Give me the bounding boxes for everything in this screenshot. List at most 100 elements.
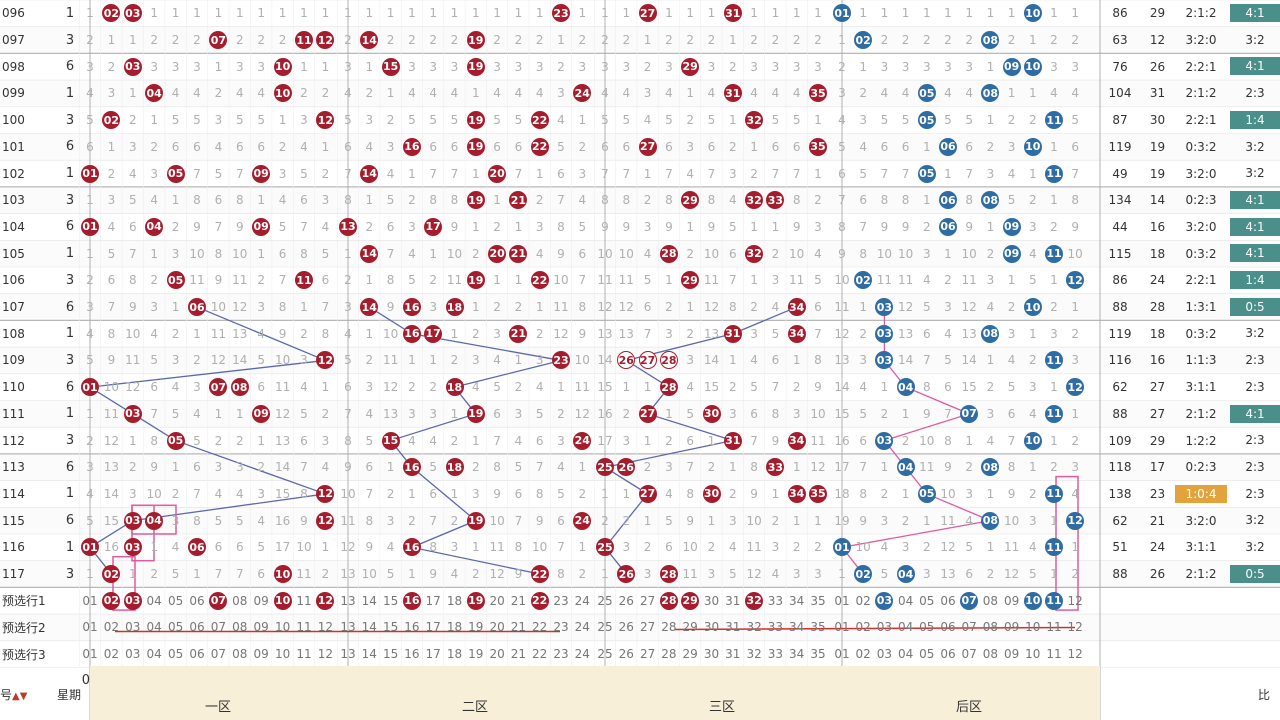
selection-number[interactable]: 25 bbox=[597, 647, 613, 662]
selection-number[interactable]: 07 bbox=[210, 620, 227, 635]
selection-number[interactable]: 18 bbox=[446, 620, 463, 635]
selection-number[interactable]: 05 bbox=[167, 620, 184, 635]
selection-number[interactable]: 26 bbox=[618, 620, 634, 635]
selection-number[interactable]: 24 bbox=[574, 647, 590, 662]
selection-number[interactable]: 11 bbox=[1046, 647, 1062, 662]
selection-number[interactable]: 10 bbox=[1025, 620, 1041, 635]
selection-number[interactable]: 03 bbox=[876, 647, 893, 662]
selection-number[interactable]: 04 bbox=[146, 647, 162, 662]
selection-number[interactable]: 08 bbox=[982, 647, 999, 662]
selection-number[interactable]: 05 bbox=[167, 593, 184, 608]
selection-number[interactable]: 26 bbox=[618, 647, 634, 662]
selection-number[interactable]: 15 bbox=[382, 620, 399, 635]
selection-number[interactable]: 23 bbox=[553, 593, 569, 608]
selection-number[interactable]: 04 bbox=[146, 593, 162, 608]
selection-number[interactable]: 30 bbox=[703, 620, 720, 635]
selection-number[interactable]: 01 bbox=[834, 647, 850, 662]
selection-number[interactable]: 12 bbox=[1067, 593, 1083, 608]
selection-number[interactable]: 08 bbox=[232, 620, 248, 635]
selection-number[interactable]: 34 bbox=[789, 593, 805, 608]
selection-number[interactable]: 05 bbox=[167, 647, 184, 662]
selection-number[interactable]: 15 bbox=[382, 647, 399, 662]
selection-number[interactable]: 29 bbox=[682, 620, 698, 635]
selection-number[interactable]: 11 bbox=[296, 647, 312, 662]
selection-number[interactable]: 02 bbox=[855, 620, 871, 635]
selection-number[interactable]: 04 bbox=[897, 647, 914, 662]
selection-number[interactable]: 11 bbox=[1046, 620, 1062, 635]
selection-number[interactable]: 21 bbox=[510, 620, 527, 635]
selection-number[interactable]: 27 bbox=[639, 593, 656, 608]
selection-number[interactable]: 07 bbox=[961, 620, 977, 635]
selection-number[interactable]: 24 bbox=[574, 620, 590, 635]
selection-number[interactable]: 09 bbox=[253, 593, 269, 608]
selection-number[interactable]: 08 bbox=[982, 593, 999, 608]
selection-number[interactable]: 35 bbox=[810, 620, 826, 635]
selection-number[interactable]: 34 bbox=[789, 620, 805, 635]
selection-number[interactable]: 12 bbox=[317, 647, 334, 662]
selection-number[interactable]: 16 bbox=[404, 647, 420, 662]
selection-number[interactable]: 01 bbox=[82, 647, 98, 662]
selection-number[interactable]: 01 bbox=[82, 620, 98, 635]
selection-number[interactable]: 24 bbox=[574, 593, 590, 608]
selection-number[interactable]: 14 bbox=[361, 593, 377, 608]
selection-number[interactable]: 02 bbox=[103, 647, 120, 662]
selection-number[interactable]: 23 bbox=[553, 620, 569, 635]
selection-number[interactable]: 35 bbox=[810, 593, 826, 608]
selection-number[interactable]: 08 bbox=[232, 647, 248, 662]
selection-number[interactable]: 02 bbox=[855, 593, 871, 608]
selection-number[interactable]: 17 bbox=[425, 593, 441, 608]
selection-number[interactable]: 06 bbox=[189, 620, 205, 635]
selection-number[interactable]: 33 bbox=[767, 647, 784, 662]
selection-number[interactable]: 28 bbox=[661, 620, 677, 635]
selection-number[interactable]: 05 bbox=[919, 593, 935, 608]
selection-number[interactable]: 33 bbox=[767, 593, 784, 608]
selection-number[interactable]: 03 bbox=[876, 620, 893, 635]
selection-number[interactable]: 04 bbox=[897, 593, 914, 608]
selection-number[interactable]: 31 bbox=[725, 593, 741, 608]
selection-number[interactable]: 14 bbox=[361, 647, 377, 662]
selection-number[interactable]: 22 bbox=[532, 647, 548, 662]
selection-number[interactable]: 09 bbox=[1003, 647, 1020, 662]
selection-number[interactable]: 18 bbox=[446, 593, 463, 608]
selection-number[interactable]: 18 bbox=[446, 647, 463, 662]
selection-number[interactable]: 20 bbox=[489, 647, 505, 662]
selection-number[interactable]: 07 bbox=[961, 647, 977, 662]
selection-number[interactable]: 09 bbox=[253, 647, 269, 662]
selection-number[interactable]: 02 bbox=[855, 647, 871, 662]
selection-number[interactable]: 31 bbox=[725, 647, 741, 662]
selection-number[interactable]: 31 bbox=[725, 620, 741, 635]
selection-number[interactable]: 08 bbox=[982, 620, 999, 635]
selection-number[interactable]: 10 bbox=[274, 647, 291, 662]
selection-number[interactable]: 06 bbox=[940, 647, 956, 662]
selection-number[interactable]: 01 bbox=[834, 593, 850, 608]
selection-number[interactable]: 32 bbox=[746, 620, 762, 635]
selection-number[interactable]: 26 bbox=[618, 593, 634, 608]
selection-number[interactable]: 27 bbox=[639, 620, 656, 635]
selection-number[interactable]: 27 bbox=[639, 647, 656, 662]
selection-number[interactable]: 19 bbox=[468, 620, 484, 635]
selection-number[interactable]: 12 bbox=[1067, 647, 1083, 662]
selection-number[interactable]: 30 bbox=[703, 647, 720, 662]
selection-number[interactable]: 12 bbox=[1067, 620, 1083, 635]
selection-number[interactable]: 10 bbox=[1025, 647, 1041, 662]
selection-number[interactable]: 03 bbox=[125, 647, 141, 662]
selection-number[interactable]: 33 bbox=[767, 620, 784, 635]
selection-number[interactable]: 11 bbox=[296, 620, 312, 635]
selection-number[interactable]: 06 bbox=[189, 593, 205, 608]
selection-number[interactable]: 35 bbox=[810, 647, 826, 662]
selection-number[interactable]: 07 bbox=[210, 647, 227, 662]
selection-number[interactable]: 08 bbox=[232, 593, 248, 608]
selection-number[interactable]: 19 bbox=[468, 647, 484, 662]
selection-number[interactable]: 10 bbox=[274, 620, 291, 635]
selection-number[interactable]: 22 bbox=[532, 620, 548, 635]
selection-number[interactable]: 16 bbox=[404, 620, 420, 635]
selection-number[interactable]: 06 bbox=[940, 593, 956, 608]
selection-number[interactable]: 12 bbox=[317, 620, 334, 635]
selection-number[interactable]: 09 bbox=[253, 620, 269, 635]
selection-number[interactable]: 32 bbox=[746, 647, 762, 662]
selection-number[interactable]: 09 bbox=[1003, 620, 1020, 635]
selection-number[interactable]: 25 bbox=[597, 593, 613, 608]
selection-number[interactable]: 09 bbox=[1003, 593, 1020, 608]
selection-number[interactable]: 20 bbox=[489, 620, 505, 635]
selection-number[interactable]: 20 bbox=[489, 593, 505, 608]
